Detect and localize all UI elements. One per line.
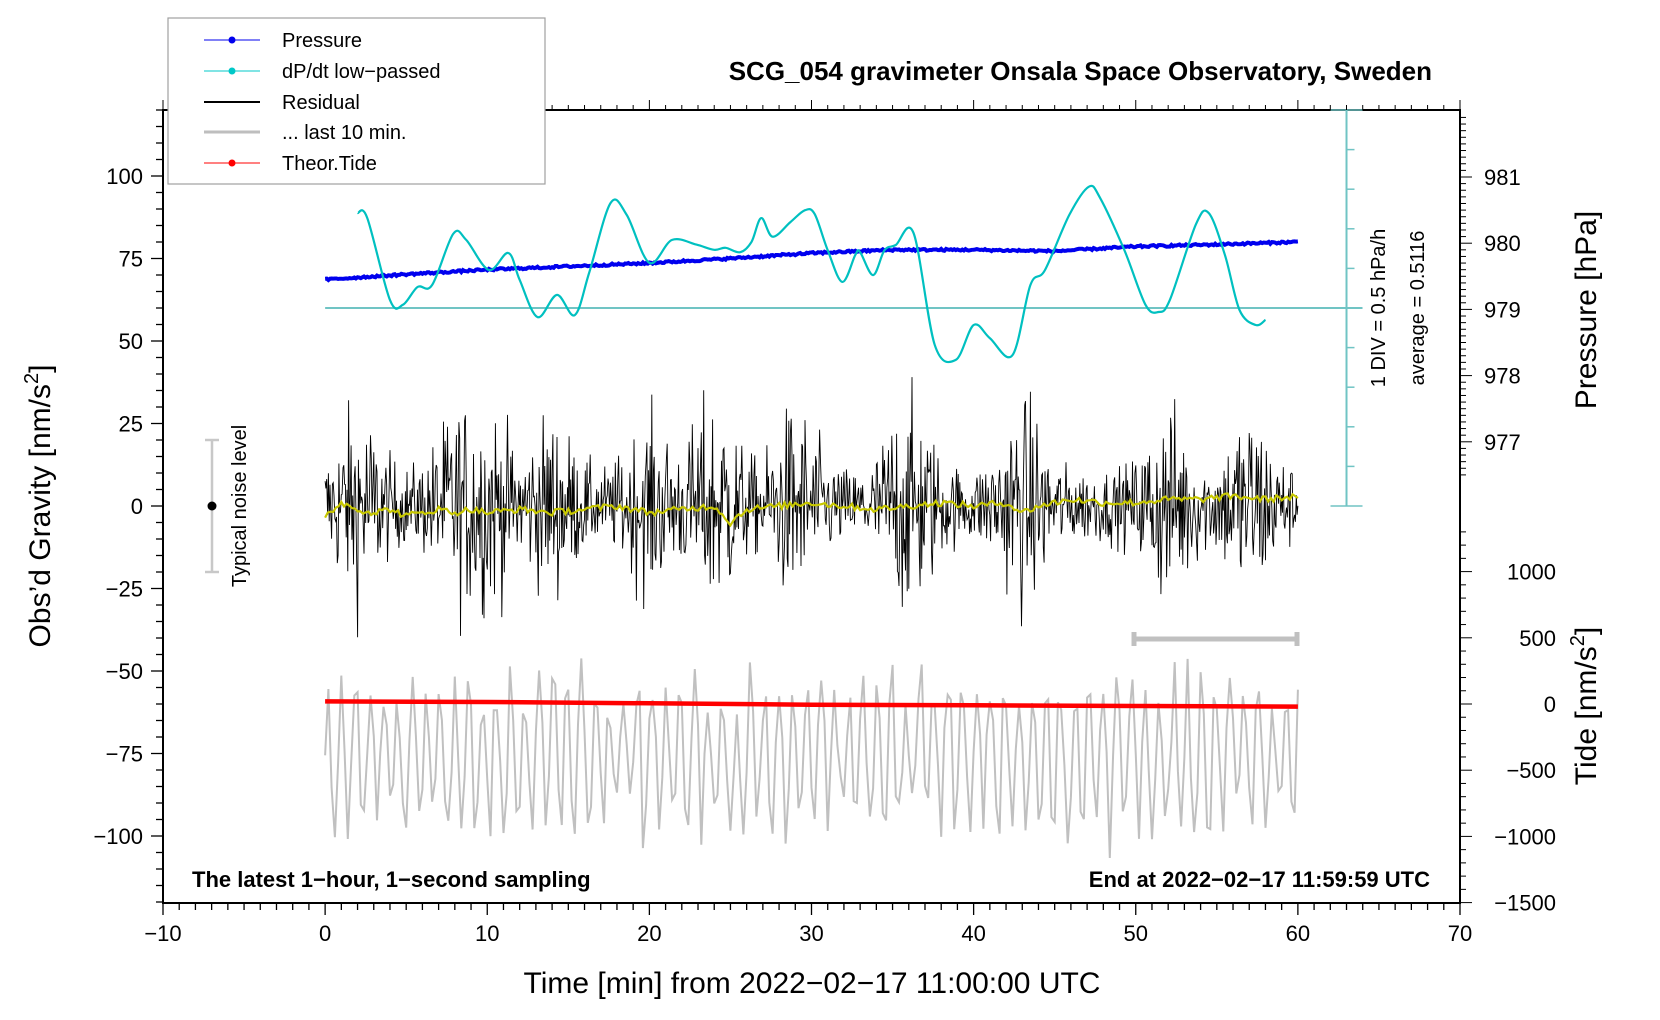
legend-residual-label: Residual (282, 92, 360, 114)
legend-item-tide: Theor.Tide (204, 153, 377, 175)
dpdt-trace (356, 184, 1267, 364)
legend-pressure-label: Pressure (282, 30, 362, 52)
x-tick-label: −10 (144, 921, 181, 946)
tide-title-end: ] (1570, 627, 1603, 635)
y-left-tick-label: 75 (119, 247, 143, 272)
legend-dpdt-label: dP/dt low−passed (282, 61, 440, 83)
legend-item-last10: ... last 10 min. (204, 122, 407, 144)
left-y-axis-title: Obs’d Gravity [nm/s2] (21, 365, 57, 648)
legend-tide-label: Theor.Tide (282, 153, 377, 175)
dpdt-scale-label: 1 DIV = 0.5 hPa/h (1368, 229, 1390, 387)
x-tick-label: 0 (319, 921, 331, 946)
chart-title: SCG_054 gravimeter Onsala Space Observat… (729, 56, 1432, 86)
tide-trace (325, 699, 1298, 709)
legend-pressure-marker (228, 36, 236, 44)
tide-tick-label: −1500 (1494, 891, 1556, 916)
residual-trace (324, 377, 1299, 638)
y-left-tick-label: −50 (106, 659, 143, 684)
last10-range-bar (1131, 632, 1300, 646)
tide-title-main: Tide [nm/s (1570, 646, 1603, 785)
smoothed-residual-layer (324, 492, 1299, 528)
noise-level-indicator: Typical noise level (205, 425, 251, 587)
legend: Pressure dP/dt low−passed Residual ... l… (167, 17, 546, 185)
tide-title-sup: 2 (1567, 635, 1589, 646)
dpdt-layer (356, 184, 1267, 364)
x-tick-label: 60 (1286, 921, 1310, 946)
dpdt-average-label: average = 0.5116 (1407, 231, 1429, 386)
legend-item-residual: Residual (204, 92, 360, 114)
tide-layer (325, 699, 1298, 709)
residual-layer (324, 377, 1299, 638)
pressure-tick-label: 977 (1484, 430, 1521, 455)
tide-tick-label: 1000 (1507, 560, 1556, 585)
end-time-note: End at 2022−02−17 11:59:59 UTC (1089, 867, 1430, 892)
x-tick-label: 50 (1124, 921, 1148, 946)
pressure-tick-label: 978 (1484, 364, 1521, 389)
left-y-title-sup: 2 (21, 373, 43, 384)
y-left-tick-label: 50 (119, 329, 143, 354)
y-left-tick-label: −25 (106, 577, 143, 602)
legend-last10-label: ... last 10 min. (282, 122, 407, 144)
legend-tide-marker (228, 159, 236, 167)
sampling-note: The latest 1−hour, 1−second sampling (192, 867, 591, 892)
y-left-tick-label: 25 (119, 412, 143, 437)
left-y-title-main: Obs’d Gravity [nm/s (24, 384, 57, 647)
tide-tick-label: −1000 (1494, 824, 1556, 849)
tick-labels-layer: −10 0 10 20 30 40 50 60 701007550250−25−50−75−10… (93, 164, 1556, 946)
left-y-title-end: ] (24, 365, 57, 373)
x-tick-label: 70 (1448, 921, 1472, 946)
y-left-tick-label: 0 (131, 494, 143, 519)
last10-layer (324, 658, 1299, 859)
legend-dpdt-marker (228, 67, 236, 75)
smoothed-residual-trace (324, 492, 1299, 528)
noise-level-label: Typical noise level (229, 425, 251, 587)
legend-item-pressure: Pressure (204, 30, 362, 52)
legend-item-dpdt: dP/dt low−passed (204, 61, 440, 83)
noise-center-dot (207, 501, 217, 511)
y-left-tick-label: −75 (106, 742, 143, 767)
pressure-axis-title: Pressure [hPa] (1570, 211, 1603, 409)
tide-tick-label: −500 (1506, 758, 1556, 783)
x-axis-title: Time [min] from 2022−02−17 11:00:00 UTC (524, 967, 1101, 1000)
x-tick-label: 20 (637, 921, 661, 946)
last10-trace (324, 658, 1299, 859)
y-left-tick-label: −100 (93, 824, 143, 849)
x-tick-label: 30 (799, 921, 823, 946)
tide-tick-label: 500 (1519, 626, 1556, 651)
x-tick-label: 40 (961, 921, 985, 946)
tide-tick-label: 0 (1544, 692, 1556, 717)
y-left-tick-label: 100 (106, 164, 143, 189)
pressure-tick-label: 979 (1484, 297, 1521, 322)
pressure-tick-label: 980 (1484, 231, 1521, 256)
pressure-tick-label: 981 (1484, 165, 1521, 190)
tide-axis-title: Tide [nm/s2] (1567, 627, 1603, 785)
x-tick-label: 10 (475, 921, 499, 946)
